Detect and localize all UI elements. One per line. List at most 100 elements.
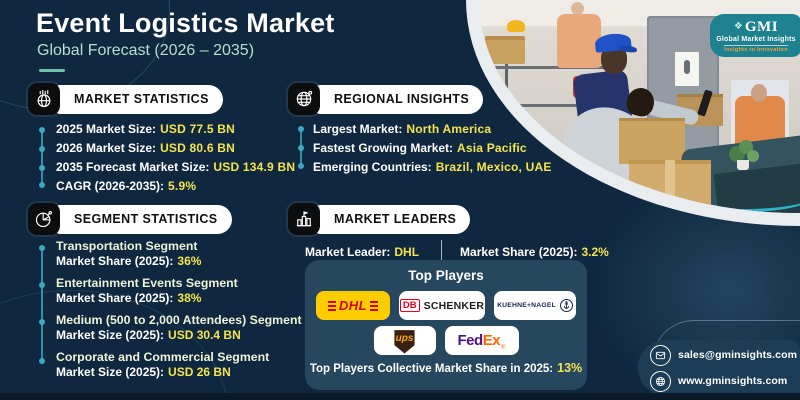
kuehne-nagel-logo: KUEHNE+NAGEL [494,291,576,320]
gmi-company-name: Global Market Insights [716,35,796,43]
photo-plant-pot [737,160,749,170]
segment-label: Market Share (2025): [56,291,174,305]
photo-shelf [491,104,621,107]
bottom-edge-strip [0,393,800,400]
stat-row: Emerging Countries: Brazil, Mexico, UAE [313,160,552,175]
photo-poster-figure [684,60,690,74]
photo-box-tape [665,160,675,213]
email-icon [650,344,671,366]
photo-mannequin [571,2,584,15]
fedex-logo: Fed Ex ® [444,326,519,355]
stat-value: USD 77.5 BN [160,122,235,136]
share-label: Market Share (2025): [460,245,578,259]
market-leader-row: Market Leader: DHL Market Share (2025): … [305,240,609,264]
section-header-segment-statistics: SEGMENT STATISTICS [28,203,232,235]
db-schenker-text: SCHENKER [423,299,485,312]
db-badge: DB [399,298,420,313]
leader-label: Market Leader: [305,245,391,259]
photo-shelf [491,66,621,69]
stat-row: 2025 Market Size: USD 77.5 BN [56,122,295,137]
page-title: Event Logistics Market [36,8,335,38]
segment-name: Medium (500 to 2,000 Attendees) Segment [56,313,302,327]
dhl-stripe [327,304,336,307]
stat-label: Fastest Growing Market: [313,141,454,155]
segment-value: 36% [177,254,202,268]
top-players-row-2: ups Fed Ex ® [305,326,587,355]
photo-neon-trim [675,178,800,212]
contact-website[interactable]: www.gminsights.com [678,375,788,387]
section-title: REGIONAL INSIGHTS [334,92,470,106]
vertical-divider [441,240,443,264]
connector-line [39,127,45,188]
segment-item: Medium (500 to 2,000 Attendees) Segment … [56,313,302,343]
collective-share-value: 13% [557,361,583,375]
segment-item: Corporate and Commercial Segment Market … [56,350,302,380]
section-title: SEGMENT STATISTICS [74,212,218,226]
ups-shield: ups [394,330,415,354]
kuehne-nagel-anchor-icon [559,299,573,312]
connector-line [39,245,45,364]
share-value: 3.2% [581,245,609,259]
stat-value: USD 80.6 BN [160,141,235,155]
segment-value: USD 26 BN [168,365,231,379]
gmi-logo: ❖ GMI Global Market Insights Insights to… [710,14,800,57]
db-schenker-logo: DB SCHENKER [399,291,485,320]
segment-name: Transportation Segment [56,239,198,253]
fedex-ex-text: Ex [482,332,501,349]
section-title: MARKET LEADERS [334,212,457,226]
ups-logo: ups [373,326,436,355]
market-statistics-icon [28,83,60,115]
segment-item: Entertainment Events Segment Market Shar… [56,276,302,306]
dhl-stripe [370,304,379,307]
stat-label: 2025 Market Size: [56,122,157,136]
top-players-row-1: DHL DB SCHENKER KUEHNE+NAGEL [305,291,587,320]
website-globe-icon [650,370,671,392]
photo-hard-hat [507,20,525,32]
section-header-regional-insights: REGIONAL INSIGHTS [288,83,484,115]
stat-row: 2026 Market Size: USD 80.6 BN [56,141,295,156]
gmi-logo-name: GMI [744,18,779,35]
segment-statistics-list: Transportation Segment Market Share (202… [56,239,302,387]
stat-value: 5.9% [168,179,197,193]
fedex-fed-text: Fed [457,332,484,349]
collective-share-row: Top Players Collective Market Share in 2… [305,361,587,375]
top-players-title: Top Players [408,268,484,283]
stat-value: Asia Pacific [457,141,527,155]
top-players-panel: Top Players DHL DB SCHENKER KUEHNE+NAGEL [305,260,587,390]
segment-item: Transportation Segment Market Share (202… [56,239,302,269]
stat-row: 2035 Forecast Market Size: USD 134.9 BN [56,160,295,175]
stat-row: Largest Market: North America [313,122,552,137]
stat-label: CAGR (2026-2035): [56,179,165,193]
gmi-tagline: Insights to Innovation [724,46,788,53]
warehouse-photo [479,0,800,213]
section-title: MARKET STATISTICS [74,92,209,106]
contact-website-row[interactable]: www.gminsights.com [650,370,800,392]
page-subtitle: Global Forecast (2026 – 2035) [37,42,255,59]
contact-email-row[interactable]: sales@gminsights.com [650,344,800,366]
segment-label: Market Size (2025): [56,328,165,342]
photo-cardboard-box [485,36,525,64]
contact-email[interactable]: sales@gminsights.com [678,349,798,361]
kuehne-nagel-text: KUEHNE+NAGEL [497,302,556,309]
photo-shelf [505,42,508,152]
market-leaders-icon [288,203,320,235]
fedex-registered-mark: ® [501,345,506,351]
stat-label: 2026 Market Size: [56,141,157,155]
title-underline [39,69,65,72]
collective-share-label: Top Players Collective Market Share in 2… [309,363,554,375]
photo-plant [747,150,759,162]
stat-row: Fastest Growing Market: Asia Pacific [313,141,552,156]
gmi-divider [724,44,788,46]
regional-insights-icon [288,83,320,115]
section-header-market-statistics: MARKET STATISTICS [28,83,223,115]
photo-cardboard-box [619,118,685,164]
segment-label: Market Size (2025): [56,365,165,379]
regional-insights-list: Largest Market: North America Fastest Gro… [313,122,552,179]
contact-panel: sales@gminsights.com www.gminsights.com [638,340,800,396]
segment-value: 38% [177,291,202,305]
segment-name: Corporate and Commercial Segment [56,350,270,364]
gmi-diamond-icon: ❖ [733,21,743,32]
ups-logo-text: ups [395,333,414,344]
leader-value: DHL [394,245,420,259]
